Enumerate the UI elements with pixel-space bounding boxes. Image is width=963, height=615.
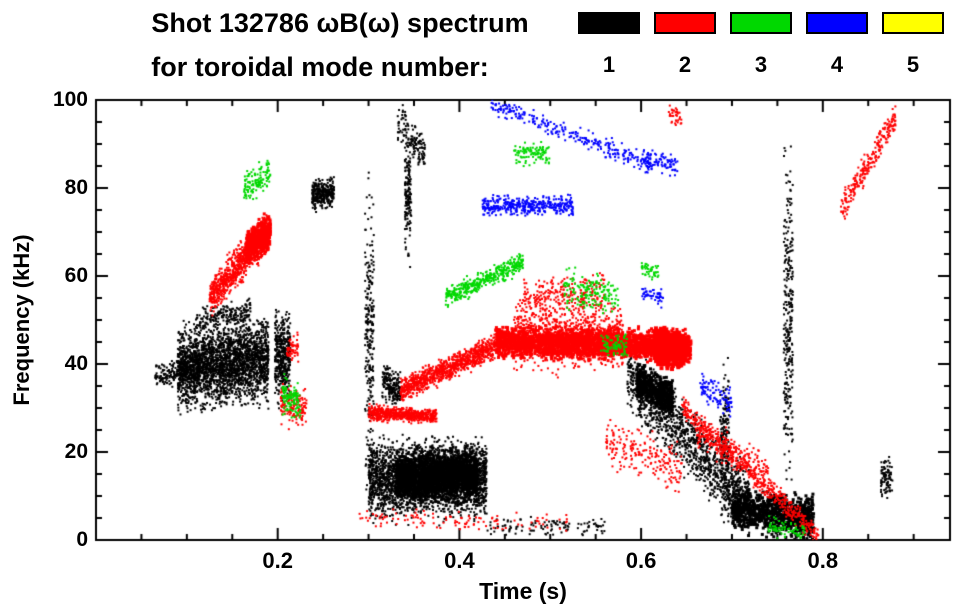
y-axis-label: Frequency (kHz) — [9, 234, 34, 406]
legend-item-4: 4 — [806, 12, 868, 78]
y-tick-label-60: 60 — [64, 264, 88, 287]
legend-swatch-5 — [882, 12, 944, 34]
legend: 1 2 3 4 5 — [578, 12, 944, 78]
legend-label-1: 1 — [602, 52, 616, 77]
legend-swatch-4 — [806, 12, 868, 34]
legend-label-3: 3 — [754, 52, 768, 77]
legend-label-5: 5 — [906, 52, 920, 77]
legend-label-2: 2 — [678, 52, 692, 77]
legend-swatch-2 — [654, 12, 716, 34]
x-tick-label-0.6: 0.6 — [625, 548, 657, 573]
legend-item-1: 1 — [578, 12, 640, 78]
legend-swatch-1 — [578, 12, 640, 34]
legend-label-4: 4 — [830, 52, 844, 77]
y-tick-label-100: 100 — [52, 88, 88, 111]
plot-title: Shot 132786 ωB(ω) spectrum — [151, 8, 529, 38]
x-tick-label-0.4: 0.4 — [444, 548, 475, 573]
x-tick-label-0.2: 0.2 — [262, 548, 293, 573]
y-tick-label-40: 40 — [64, 352, 88, 375]
plot-subtitle: for toroidal mode number: — [151, 52, 489, 82]
y-tick-label-80: 80 — [64, 176, 88, 199]
y-tick-label-20: 20 — [64, 440, 88, 463]
legend-swatch-3 — [730, 12, 792, 34]
y-tick-label-0: 0 — [76, 528, 88, 551]
x-axis-label: Time (s) — [479, 578, 567, 604]
legend-item-5: 5 — [882, 12, 944, 78]
legend-item-3: 3 — [730, 12, 792, 78]
legend-item-2: 2 — [654, 12, 716, 78]
x-tick-label-0.8: 0.8 — [807, 548, 839, 573]
